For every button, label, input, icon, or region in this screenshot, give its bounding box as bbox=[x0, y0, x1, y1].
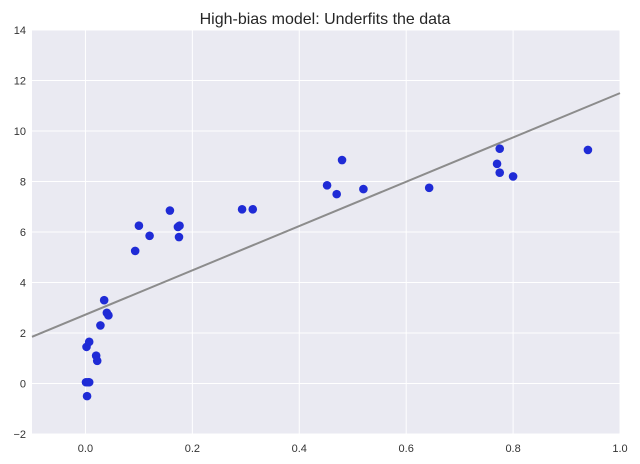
data-point bbox=[495, 144, 505, 153]
y-tick-label: 14 bbox=[14, 25, 26, 37]
data-point bbox=[424, 183, 434, 193]
y-tick-label: −2 bbox=[13, 429, 26, 441]
data-point bbox=[104, 311, 113, 320]
x-tick-label: 0.8 bbox=[505, 443, 520, 455]
x-tick-label: 0.0 bbox=[78, 443, 93, 455]
data-point bbox=[583, 145, 593, 155]
data-point bbox=[508, 172, 518, 181]
y-tick-label: 12 bbox=[14, 76, 26, 88]
data-point bbox=[248, 204, 258, 214]
x-tick-label: 0.2 bbox=[185, 443, 200, 455]
data-point bbox=[82, 391, 92, 401]
x-tick-label: 1.0 bbox=[612, 443, 627, 455]
data-point bbox=[492, 159, 502, 169]
chart-title: High-bias model: Underfits the data bbox=[200, 11, 451, 28]
fit-line-layer bbox=[31, 92, 621, 338]
data-point bbox=[165, 206, 175, 215]
data-point bbox=[130, 246, 140, 256]
y-tick-label: 4 bbox=[20, 278, 26, 290]
data-point bbox=[84, 337, 94, 347]
data-point bbox=[337, 155, 347, 165]
x-tick-label: 0.6 bbox=[399, 443, 414, 455]
y-tick-label: 10 bbox=[14, 126, 26, 138]
y-tick-label: 2 bbox=[20, 328, 26, 340]
data-points bbox=[81, 144, 593, 401]
data-point bbox=[145, 231, 154, 241]
y-tick-label: 0 bbox=[20, 379, 26, 391]
tick-labels: 0.0 0.2 0.4 0.6 0.8 1.0 −2 0 2 4 6 8 10 12 14 bbox=[13, 25, 627, 455]
data-point bbox=[332, 189, 341, 199]
data-point bbox=[99, 295, 109, 305]
y-tick-label: 8 bbox=[20, 177, 26, 189]
data-point bbox=[495, 168, 505, 177]
y-tick-label: 6 bbox=[20, 227, 26, 239]
data-point bbox=[237, 204, 247, 214]
grid bbox=[32, 29, 621, 435]
data-point bbox=[96, 321, 105, 330]
data-point bbox=[175, 221, 184, 230]
data-point bbox=[134, 221, 144, 230]
data-point bbox=[174, 232, 184, 242]
data-point bbox=[84, 377, 94, 387]
data-point bbox=[92, 356, 102, 366]
data-point bbox=[322, 180, 332, 190]
x-tick-label: 0.4 bbox=[292, 443, 307, 455]
data-point bbox=[359, 184, 368, 194]
fit-line bbox=[31, 92, 621, 338]
